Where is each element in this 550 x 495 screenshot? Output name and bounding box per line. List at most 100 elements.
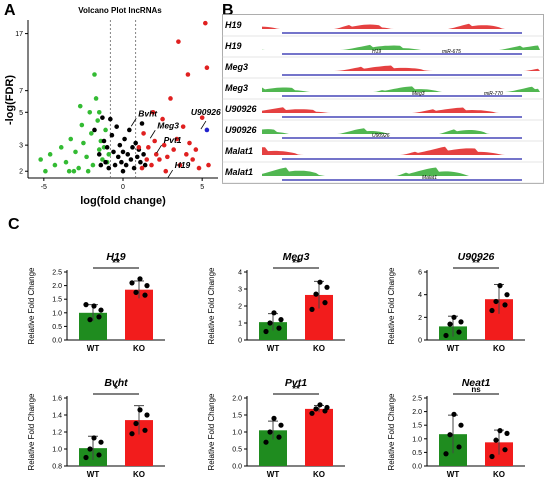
scatter-point — [112, 162, 118, 168]
scatter-point — [204, 127, 210, 133]
gene-annotation: miR-770 — [484, 91, 503, 97]
chart-title: Volcano Plot lncRNAs — [78, 6, 162, 15]
y-tick-label: 2.0 — [412, 409, 422, 416]
bar-chart-bvht: Bvht Relative Fold Change 0.8 1.0 1.2 1.4 1.6 W… — [27, 377, 165, 479]
scatter-point — [123, 162, 129, 168]
scatter-point — [184, 152, 189, 157]
data-point — [489, 307, 495, 314]
y-axis-label: Relative Fold Change — [27, 393, 36, 470]
data-point — [309, 410, 315, 416]
coverage-track — [262, 86, 540, 92]
coverage-track — [262, 65, 540, 71]
scatter-point — [149, 162, 154, 168]
scatter-point — [73, 149, 78, 155]
data-point — [263, 439, 269, 445]
y-tick-label: 0.5 — [412, 450, 422, 457]
data-point — [502, 302, 508, 308]
data-point — [267, 320, 273, 326]
y-tick-label: 0.0 — [52, 338, 62, 345]
data-point — [322, 300, 328, 306]
y-tick-label: 1 — [238, 321, 242, 328]
data-point — [137, 276, 143, 282]
y-tick-label: 0.5 — [232, 447, 242, 454]
y-tick-label: 2 — [418, 315, 422, 322]
x-tick-label: KO — [133, 344, 145, 353]
scatter-point — [101, 145, 107, 150]
chart-title: Pvt1 — [285, 377, 307, 389]
y-tick-label: 1.0 — [52, 447, 62, 454]
scatter-point — [114, 124, 119, 129]
scatter-point — [203, 20, 208, 26]
data-point — [458, 319, 464, 325]
scatter-point — [115, 154, 121, 160]
scatter-point — [144, 157, 150, 162]
scatter-point — [125, 152, 131, 157]
annotation-label: Pvt1 — [164, 135, 182, 145]
bar-chart-h19: H19 Relative Fold Change 0.0 0.5 1.0 1.5 2.0 2.… — [27, 251, 165, 353]
significance-label: ** — [112, 258, 120, 269]
coverage-track — [262, 23, 540, 29]
scatter-point — [92, 127, 97, 133]
scatter-point — [134, 154, 140, 160]
gene-annotation: H19 — [372, 49, 381, 55]
scatter-point — [58, 145, 64, 150]
scatter-point — [180, 124, 186, 129]
scatter-point — [104, 145, 110, 150]
data-point — [497, 428, 503, 434]
scatter-point — [122, 136, 127, 142]
gene-annotation: Malat1 — [422, 175, 437, 181]
panel-c-letter: C — [8, 216, 20, 233]
data-point — [456, 329, 462, 335]
coverage-track — [262, 44, 540, 50]
data-point — [267, 429, 273, 435]
y-tick-label: 7 — [19, 88, 23, 95]
scatter-point — [136, 145, 142, 150]
x-tick-label: KO — [313, 470, 325, 479]
y-tick-label: 0.5 — [52, 324, 62, 331]
y-axis-label: Relative Fold Change — [27, 267, 36, 344]
scatter-point — [81, 140, 86, 146]
y-tick-label: 1.4 — [52, 413, 62, 420]
track-label: H19 — [225, 41, 242, 51]
data-point — [91, 303, 97, 309]
x-tick-label: WT — [447, 470, 460, 479]
scatter-point — [128, 157, 134, 162]
scatter-point — [84, 154, 89, 160]
y-tick-label: 0.0 — [412, 464, 422, 471]
y-axis-label: -log(FDR) — [4, 75, 16, 125]
data-point — [451, 411, 457, 417]
y-tick-label: 1.5 — [412, 423, 422, 430]
scatter-point — [90, 162, 96, 168]
y-tick-label: 0 — [238, 338, 242, 345]
scatter-point — [96, 152, 102, 157]
scatter-point — [141, 131, 146, 136]
annotation-label: H19 — [175, 160, 191, 170]
data-point — [98, 439, 104, 445]
x-tick-label: KO — [493, 470, 505, 479]
significance-label: ** — [292, 384, 300, 395]
data-point — [317, 402, 323, 408]
scatter-point — [185, 72, 191, 77]
coverage-track — [262, 128, 540, 134]
scatter-point — [146, 145, 151, 150]
scatter-point — [199, 115, 205, 120]
x-tick-label: WT — [267, 344, 280, 353]
scatter-point — [193, 147, 199, 152]
y-tick-label: 1.6 — [52, 396, 62, 403]
data-point — [278, 422, 284, 428]
data-point — [87, 317, 93, 323]
data-point — [96, 452, 102, 458]
bar — [305, 408, 333, 466]
data-point — [276, 434, 282, 440]
scatter-point — [150, 109, 156, 115]
scatter-point — [98, 162, 104, 168]
y-tick-label: 1.0 — [232, 430, 242, 437]
y-tick-label: 4 — [418, 292, 422, 299]
x-tick-label: WT — [447, 344, 460, 353]
track-label: U90926 — [225, 104, 258, 114]
annotation-arrow — [149, 130, 156, 139]
data-point — [313, 406, 319, 412]
data-point — [83, 302, 89, 308]
data-point — [278, 317, 284, 323]
y-tick-label: 3 — [238, 287, 242, 294]
